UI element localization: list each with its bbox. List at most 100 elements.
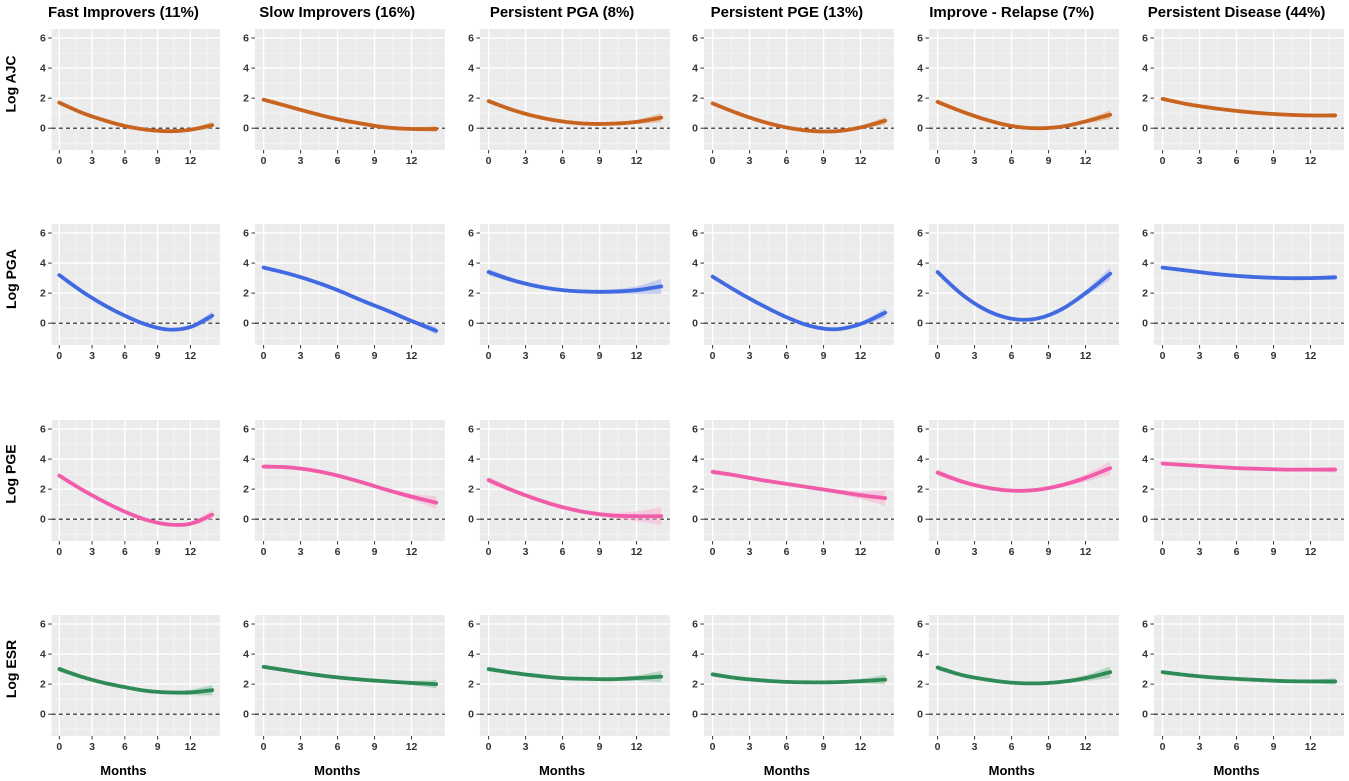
- x-tick-label: 6: [334, 546, 340, 557]
- title-spacer: [22, 195, 225, 221]
- y-tick-label: 0: [40, 709, 46, 720]
- plot-panel: 0 3 6 9 12 0 2 4 6: [243, 614, 445, 753]
- y-tick-label: 0: [693, 319, 699, 330]
- y-tick-label: 0: [243, 709, 249, 720]
- y-tick-label: 0: [693, 124, 699, 135]
- y-tick-label: 2: [468, 679, 474, 690]
- x-axis-spacer: [1124, 372, 1349, 390]
- x-tick-label: 3: [1197, 351, 1203, 362]
- x-tick-label: 9: [371, 156, 377, 167]
- x-axis-spacer: [22, 177, 225, 195]
- title-spacer: [1124, 391, 1349, 417]
- panel-cell-r4c1: Log ESR 0 3 6 9 12 0 2 4 6 Months: [0, 586, 225, 781]
- x-tick-label: 9: [155, 742, 161, 753]
- x-tick-label: 6: [1234, 546, 1240, 557]
- y-tick-label: 0: [40, 514, 46, 525]
- x-tick-label: 6: [122, 351, 128, 362]
- panel-cell-r2c1: Log PGA 0 3 6 9 12 0 2 4 6: [0, 195, 225, 390]
- plot-panel: 0 3 6 9 12 0 2 4 6: [40, 224, 220, 362]
- y-tick-label: 4: [243, 259, 249, 270]
- x-axis-title: Months: [1213, 762, 1260, 778]
- x-axis-spacer: [450, 568, 675, 586]
- panel-background: [704, 224, 895, 346]
- title-spacer: [899, 195, 1124, 221]
- x-tick-label: 12: [406, 156, 418, 167]
- x-axis-spacer: [899, 372, 1124, 390]
- y-tick-label: 2: [243, 484, 249, 495]
- y-tick-label: 6: [693, 619, 699, 630]
- x-tick-label: 0: [935, 742, 941, 753]
- title-spacer: [674, 391, 899, 417]
- y-tick-label: 2: [243, 289, 249, 300]
- x-tick-label: 0: [56, 546, 62, 557]
- plot-panel: 0 3 6 9 12 0 2 4 6: [1142, 224, 1344, 362]
- x-tick-label: 6: [559, 351, 565, 362]
- panel-cell-r1c1: Log AJC Fast Improvers (11%) 0 3 6 9 12 0 2 4 6: [0, 0, 225, 195]
- y-tick-label: 0: [917, 124, 923, 135]
- x-tick-label: 0: [1160, 351, 1166, 362]
- title-spacer: [22, 586, 225, 612]
- y-tick-label: 4: [693, 454, 699, 465]
- x-tick-label: 12: [185, 742, 197, 753]
- x-tick-label: 3: [522, 546, 528, 557]
- title-spacer: [22, 391, 225, 417]
- x-tick-label: 9: [1046, 156, 1052, 167]
- title-spacer: [225, 195, 450, 221]
- y-tick-label: 4: [468, 454, 474, 465]
- x-tick-label: 12: [1305, 351, 1317, 362]
- plot-panel: 0 3 6 9 12 0 2 4 6: [468, 29, 670, 167]
- x-tick-label: 0: [710, 546, 716, 557]
- y-tick-label: 4: [1142, 64, 1148, 75]
- y-tick-label: 2: [917, 289, 923, 300]
- title-spacer: [1124, 195, 1349, 221]
- plot-panel: 0 3 6 9 12 0 2 4 6: [468, 614, 670, 753]
- y-tick-label: 2: [917, 94, 923, 105]
- panel-background: [254, 224, 445, 346]
- x-tick-label: 9: [371, 546, 377, 557]
- y-tick-label: 6: [917, 619, 923, 630]
- panel-background: [51, 29, 220, 150]
- trajectory-line: [261, 265, 438, 333]
- plot-panel: 0 3 6 9 12 0 2 4 6: [1142, 29, 1344, 167]
- x-tick-label: 3: [297, 351, 303, 362]
- y-axis-title: Log PGA: [0, 195, 22, 390]
- x-tick-label: 9: [1046, 546, 1052, 557]
- x-tick-label: 12: [630, 546, 642, 557]
- plot-panel: 0 3 6 9 12 0 2 4 6: [1142, 419, 1344, 558]
- x-axis-spacer: [899, 177, 1124, 195]
- y-tick-label: 4: [40, 649, 46, 660]
- y-tick-label: 6: [40, 33, 46, 44]
- panel-cell-r4c2: 0 3 6 9 12 0 2 4 6 Months: [225, 586, 450, 781]
- y-tick-label: 0: [693, 709, 699, 720]
- column-title: Slow Improvers (16%): [259, 4, 416, 21]
- panel-cell-r2c5: 0 3 6 9 12 0 2 4 6: [899, 195, 1124, 390]
- column-title: Improve - Relapse (7%): [929, 4, 1095, 21]
- panel-cell-r3c5: 0 3 6 9 12 0 2 4 6: [899, 391, 1124, 586]
- panel-cell-r4c3: 0 3 6 9 12 0 2 4 6 Months: [450, 586, 675, 781]
- x-tick-label: 0: [935, 351, 941, 362]
- y-tick-label: 6: [917, 424, 923, 435]
- x-axis-spacer: [674, 177, 899, 195]
- x-axis-spacer: [1124, 568, 1349, 586]
- x-tick-label: 3: [522, 351, 528, 362]
- trajectory-line: [57, 100, 215, 134]
- panel-background: [1154, 419, 1344, 541]
- x-tick-label: 9: [821, 156, 827, 167]
- y-tick-label: 6: [468, 424, 474, 435]
- trajectory-line: [486, 270, 663, 294]
- trajectory-line: [486, 666, 663, 681]
- y-tick-label: 6: [243, 424, 249, 435]
- plot-panel: 0 3 6 9 12 0 2 4 6: [243, 419, 445, 558]
- title-spacer: [674, 586, 899, 612]
- y-tick-label: 2: [243, 94, 249, 105]
- panel-background: [254, 29, 445, 150]
- y-tick-label: 2: [40, 679, 46, 690]
- x-axis-spacer: [450, 177, 675, 195]
- y-tick-label: 4: [468, 64, 474, 75]
- y-tick-label: 2: [917, 484, 923, 495]
- x-tick-label: 0: [485, 742, 491, 753]
- panel-cell-r2c2: 0 3 6 9 12 0 2 4 6: [225, 195, 450, 390]
- y-tick-label: 4: [243, 64, 249, 75]
- y-tick-label: 6: [1142, 229, 1148, 240]
- x-tick-label: 6: [559, 742, 565, 753]
